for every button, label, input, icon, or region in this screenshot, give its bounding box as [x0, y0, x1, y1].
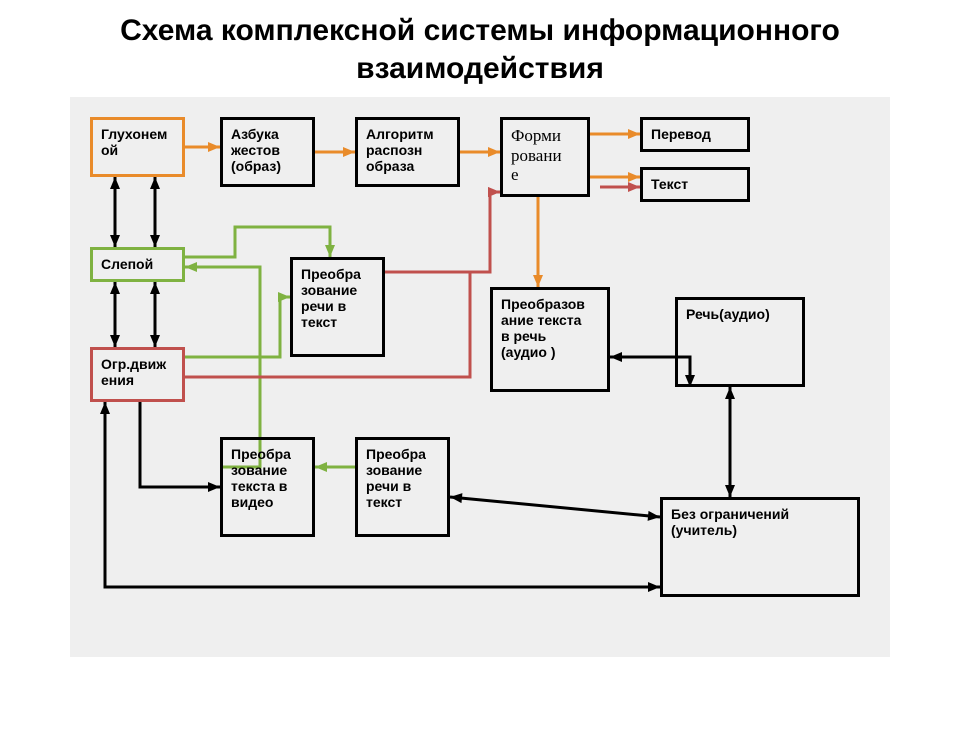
node-text_out: Текст [640, 167, 750, 202]
node-text2speech: Преобразование текстав речь(аудио ) [490, 287, 610, 392]
node-text2video: Преобразованиетекста ввидео [220, 437, 315, 537]
node-speech2text_1: Преобразованиеречи втекст [290, 257, 385, 357]
node-deafmute: Глухонемой [90, 117, 185, 177]
node-blind: Слепой [90, 247, 185, 282]
node-gesture_alpha: Азбукажестов(образ) [220, 117, 315, 187]
node-limited: Огр.движения [90, 347, 185, 402]
node-translate: Перевод [640, 117, 750, 152]
page-title: Схема комплексной системы информационног… [40, 12, 920, 87]
node-speech_audio: Речь(аудио) [675, 297, 805, 387]
node-recog_algo: Алгоритмраспознобраза [355, 117, 460, 187]
node-forming: Формирование [500, 117, 590, 197]
node-speech2text_2: Преобразованиеречи втекст [355, 437, 450, 537]
node-teacher: Без ограничений(учитель) [660, 497, 860, 597]
diagram-canvas: Глухонемой Азбукажестов(образ) Алгоритмрас… [70, 97, 890, 657]
